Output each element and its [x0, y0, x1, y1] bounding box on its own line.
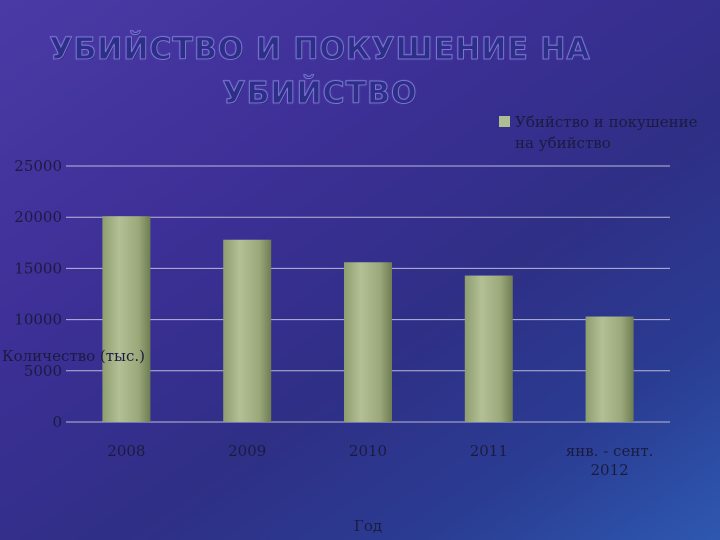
x-tick-label: янв. - сент. 2012: [566, 442, 654, 479]
y-axis-ticks: 0 5000 10000 15000 20000 25000: [14, 157, 62, 431]
x-tick-label-line: 2011: [470, 442, 508, 460]
bar: [344, 262, 392, 422]
legend-label: Убийство и покушение на убийство: [515, 113, 698, 152]
bar: [464, 275, 513, 422]
y-tick-label: 20000: [14, 208, 62, 226]
slide-title: УБИЙСТВО И ПОКУШЕНИЕ НА УБИЙСТВО: [49, 32, 591, 112]
x-tick-label-line: 2012: [591, 461, 629, 479]
x-tick-label-line: 2010: [349, 442, 387, 460]
y-tick-label: 5000: [24, 362, 62, 380]
y-axis-label: Количество (тыс.): [2, 347, 145, 365]
x-axis-ticks: 2008 2009 2010 2011 янв. - сент. 2012: [107, 442, 653, 479]
x-tick-label-line: 2009: [228, 442, 266, 460]
bar: [585, 316, 634, 422]
bar: [102, 216, 151, 422]
x-axis-label: Год: [354, 517, 382, 535]
y-tick-label: 25000: [14, 157, 62, 175]
legend-label-line: на убийство: [515, 134, 611, 152]
x-tick-label: 2011: [470, 442, 508, 460]
y-tick-label: 15000: [14, 259, 62, 277]
x-tick-label-line: янв. - сент.: [566, 442, 654, 460]
legend-label-line: Убийство и покушение: [515, 113, 698, 131]
legend-swatch: [499, 116, 510, 127]
x-tick-label: 2010: [349, 442, 387, 460]
bars: [102, 216, 634, 422]
y-tick-label: 0: [52, 413, 62, 431]
y-tick-label: 10000: [14, 311, 62, 329]
x-tick-label-line: 2008: [107, 442, 145, 460]
x-tick-label: 2008: [107, 442, 145, 460]
legend: Убийство и покушение на убийство: [499, 113, 698, 152]
x-tick-label: 2009: [228, 442, 266, 460]
bar: [223, 239, 272, 422]
